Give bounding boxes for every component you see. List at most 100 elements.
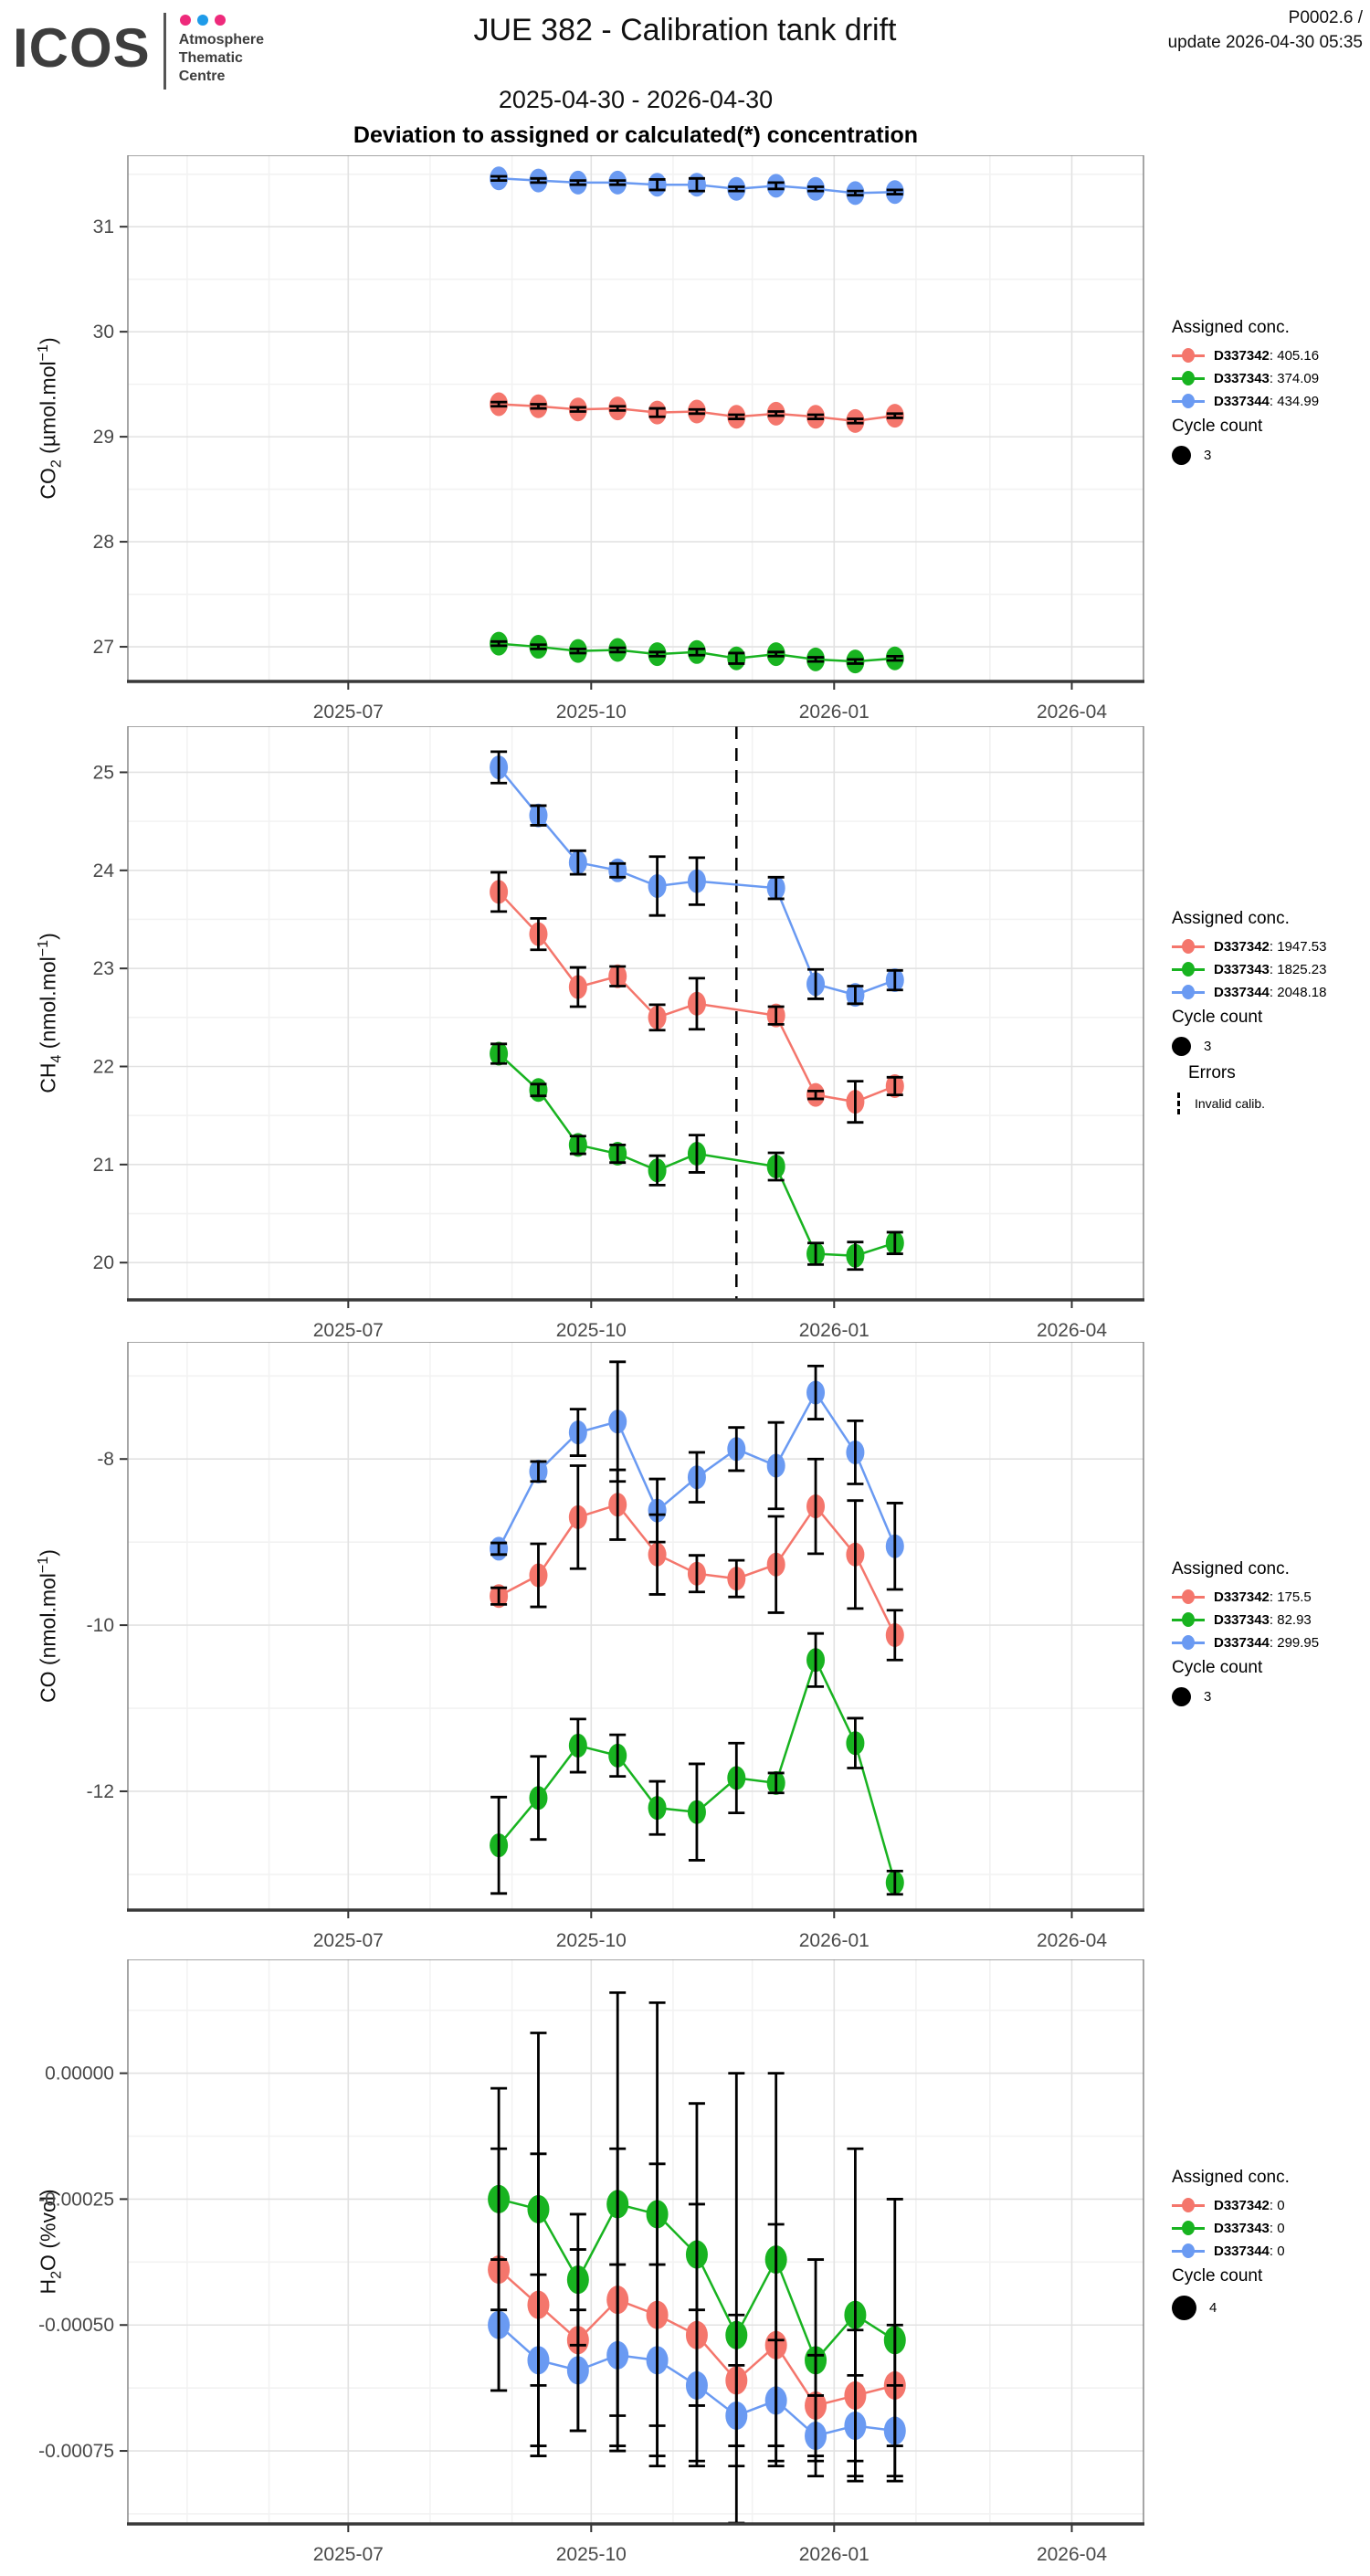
y-tick-label: 0.00000 — [45, 2064, 114, 2085]
series-swatch-icon — [1172, 1589, 1205, 1605]
cycle-count-dot-icon — [1172, 1687, 1191, 1706]
cycle-count-value: 4 — [1209, 2300, 1217, 2316]
x-tick-label: 2026-04 — [1037, 1930, 1107, 1951]
cycle-count-entry: 3 — [1172, 446, 1368, 465]
x-tick-label: 2025-07 — [313, 1930, 384, 1951]
y-tick-label: -8 — [97, 1449, 114, 1470]
cycle-count-title: Cycle count — [1172, 1658, 1263, 1677]
x-tick-label: 2026-01 — [799, 2544, 869, 2565]
co2-chart: CO2 (µmol.mol−1) 27 28 29 30 31 2025-07 2025-1… — [0, 155, 1370, 726]
y-tick-label: -0.00025 — [38, 2189, 114, 2210]
date-range-subtitle: 2025-04-30 - 2026-04-30 — [498, 86, 774, 113]
gridlines — [128, 1959, 1143, 2524]
update-timestamp: update 2026-04-30 05:35 — [1167, 33, 1363, 52]
legend-entry-D337343: D337343: 0 — [1172, 2220, 1368, 2236]
series-swatch-icon — [1172, 961, 1205, 977]
legend-entry-label: D337344: 434.99 — [1214, 393, 1320, 409]
h2o-chart: H2O (%vol) -0.00075 -0.00050 -0.00025 0.000… — [0, 1959, 1370, 2573]
series-line-D337342 — [498, 891, 896, 1103]
legend-entry-D337343: D337343: 374.09 — [1172, 370, 1368, 386]
x-tick-label: 2025-10 — [556, 1320, 627, 1341]
x-tick-label: 2026-01 — [799, 702, 869, 723]
series-swatch-icon — [1172, 393, 1205, 409]
y-tick-label: 22 — [93, 1057, 114, 1078]
logo-subtitle-line: Centre — [178, 69, 226, 84]
series-swatch-icon — [1172, 938, 1205, 955]
errors-legend-label: Invalid calib. — [1195, 1096, 1266, 1111]
cycle-count-value: 3 — [1204, 448, 1212, 463]
legend-entry-D337342: D337342: 1947.53 — [1172, 938, 1368, 955]
series-swatch-icon — [1172, 2197, 1205, 2213]
invalid-calib-icon — [1177, 1093, 1180, 1114]
y-tick-label: 28 — [93, 532, 114, 553]
x-tick-label: 2025-07 — [313, 1320, 384, 1341]
page-title: JUE 382 - Calibration tank drift — [473, 13, 897, 48]
cycle-count-dot-icon — [1172, 2296, 1196, 2320]
cycle-count-title: Cycle count — [1172, 417, 1263, 436]
h2o-legend: Assigned conc. D337342: 0 D337343: 0 D33734… — [1172, 2168, 1368, 2327]
series-swatch-icon — [1172, 2220, 1205, 2236]
version-info: P0002.6 / update 2026-04-30 05:35 — [1168, 5, 1363, 55]
x-tick-label: 2025-07 — [313, 2544, 384, 2565]
icos-logo-text: ICOS — [13, 17, 151, 79]
legend-entry-D337344: D337344: 0 — [1172, 2243, 1368, 2259]
y-tick-label: 24 — [93, 860, 115, 882]
y-tick-label: 30 — [93, 322, 114, 343]
legend-entry-label: D337343: 82.93 — [1214, 1611, 1312, 1628]
legend-entry-label: D337343: 1825.23 — [1214, 961, 1327, 977]
logo-subtitle-line: Thematic — [178, 50, 243, 66]
y-tick-label: 21 — [93, 1155, 114, 1176]
y-tick-label: 29 — [93, 427, 114, 448]
cycle-count-title: Cycle count — [1172, 2266, 1263, 2286]
co2-plot-canvas: 27 28 29 30 31 2025-07 2025-10 2026-01 2026-04 — [93, 155, 1144, 723]
legend-entry-label: D337342: 0 — [1214, 2197, 1285, 2213]
logo-right-block: Atmosphere Thematic Centre — [179, 9, 264, 86]
series-swatch-icon — [1172, 347, 1205, 364]
x-tick-label: 2026-04 — [1037, 1320, 1107, 1341]
legend-entry-D337343: D337343: 1825.23 — [1172, 961, 1368, 977]
legend-entry-D337342: D337342: 405.16 — [1172, 347, 1368, 364]
y-tick-label: 20 — [93, 1252, 114, 1273]
legend-entry-label: D337343: 0 — [1214, 2220, 1285, 2236]
logo-divider — [163, 13, 166, 90]
co-legend: Assigned conc. D337342: 175.5 D337343: 82.… — [1172, 1559, 1368, 1713]
y-tick-label: 25 — [93, 762, 114, 783]
y-tick-label: -10 — [87, 1615, 114, 1636]
logo-dots — [179, 15, 264, 26]
series-swatch-icon — [1172, 984, 1205, 1000]
legend-entry-label: D337344: 0 — [1214, 2243, 1285, 2259]
cycle-count-entry: 4 — [1172, 2296, 1368, 2320]
y-tick-label: 23 — [93, 958, 114, 979]
gridlines — [128, 726, 1143, 1300]
y-tick-label: -0.00050 — [38, 2315, 114, 2336]
h2o-plot-canvas: -0.00075 -0.00050 -0.00025 0.00000 2025-07 20… — [38, 1959, 1144, 2565]
gridlines — [128, 1342, 1143, 1910]
legend-title: Assigned conc. — [1172, 1559, 1290, 1578]
logo-dot-icon — [179, 15, 191, 26]
errors-legend-title: Errors — [1188, 1063, 1236, 1082]
series-swatch-icon — [1172, 1611, 1205, 1628]
x-tick-label: 2026-04 — [1037, 702, 1107, 723]
panel-border — [127, 1959, 1144, 2525]
co-plot-canvas: -12 -10 -8 2025-07 2025-10 2026-01 2026-04 — [87, 1342, 1144, 1951]
x-tick-label: 2026-04 — [1037, 2544, 1107, 2565]
legend-entry-label: D337343: 374.09 — [1214, 370, 1320, 386]
x-tick-label: 2026-01 — [799, 1930, 869, 1951]
legend-entry-label: D337342: 1947.53 — [1214, 938, 1327, 955]
legend-entry-D337344: D337344: 434.99 — [1172, 393, 1368, 409]
x-tick-label: 2025-07 — [313, 702, 384, 723]
legend-title: Assigned conc. — [1172, 2168, 1290, 2187]
x-tick-label: 2026-01 — [799, 1320, 869, 1341]
co-chart: CO (nmol.mol−1) -12 -10 -8 2025-07 2025-10 20… — [0, 1342, 1370, 1959]
series-swatch-icon — [1172, 1634, 1205, 1651]
legend-entry-D337344: D337344: 2048.18 — [1172, 984, 1368, 1000]
legend-title: Assigned conc. — [1172, 909, 1290, 928]
logo-dot-icon — [214, 15, 226, 26]
icos-logo: ICOS Atmosphere Thematic Centre — [13, 9, 264, 90]
ch4-chart: CH4 (nmol.mol−1) 20 21 22 23 24 25 2025-07 2025… — [0, 726, 1370, 1342]
series-line-D337344 — [498, 766, 896, 997]
y-tick-label: -0.00075 — [38, 2441, 114, 2462]
panel-border — [127, 1342, 1144, 1911]
series-swatch-icon — [1172, 370, 1205, 386]
